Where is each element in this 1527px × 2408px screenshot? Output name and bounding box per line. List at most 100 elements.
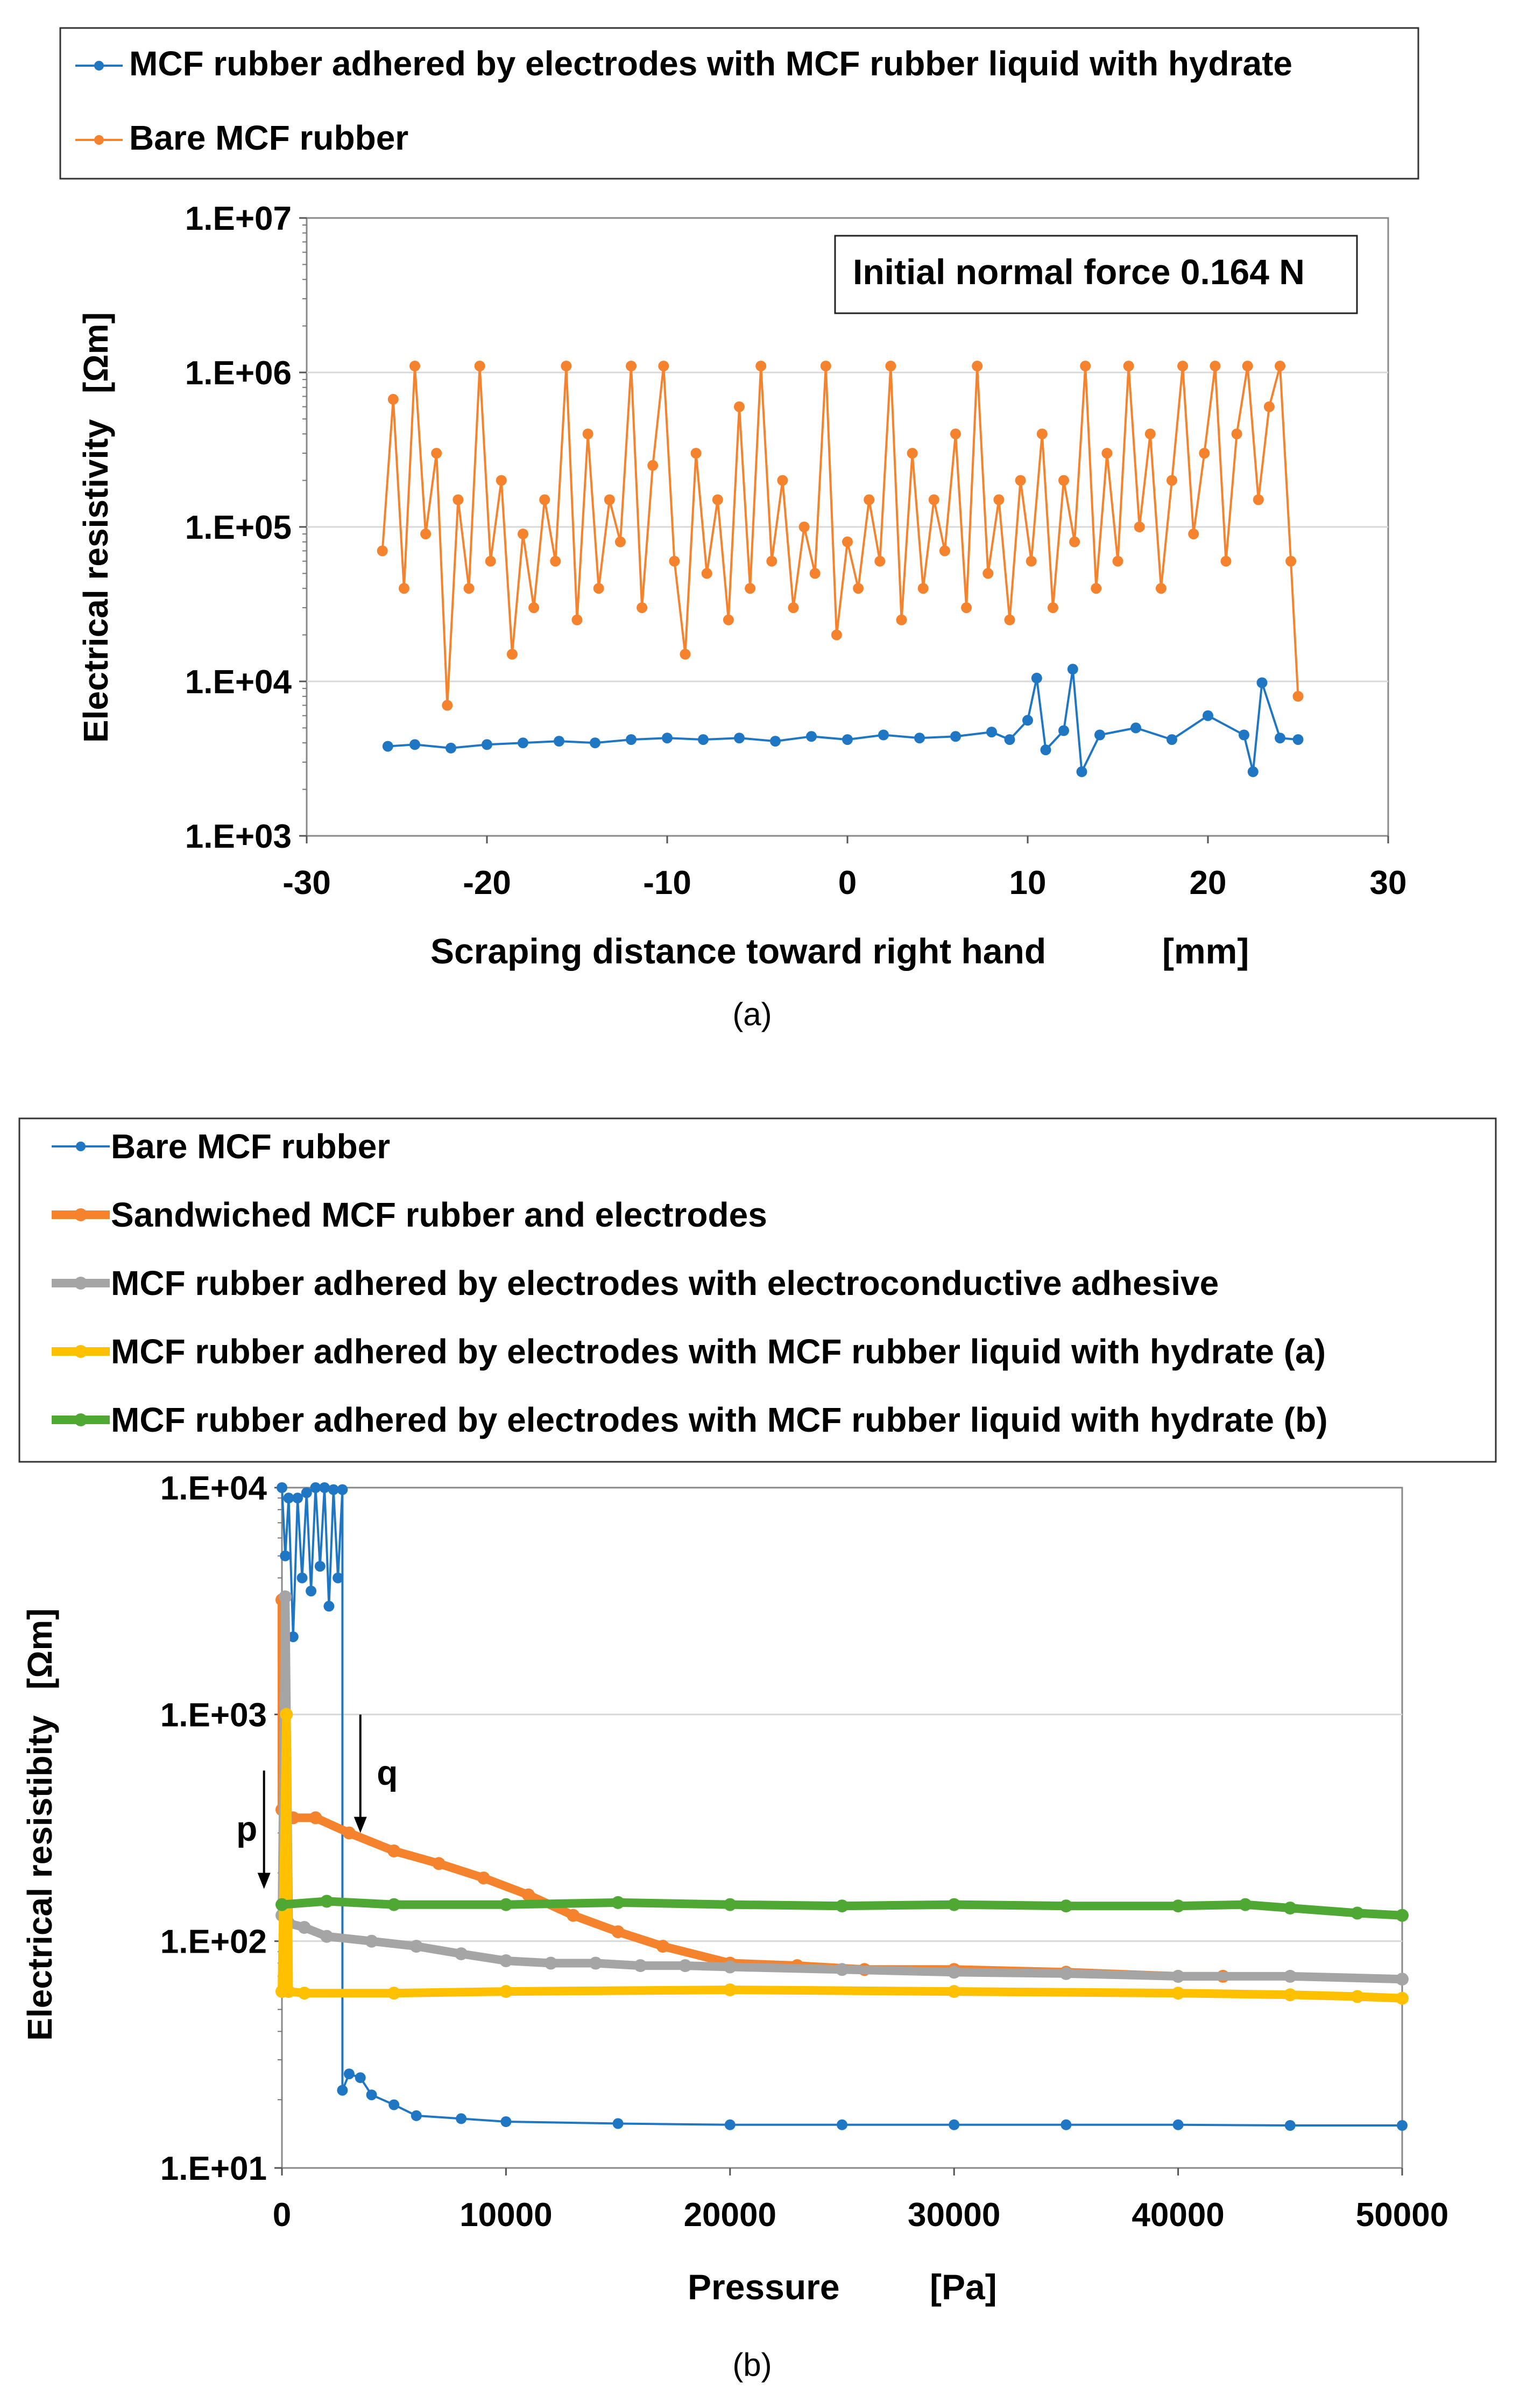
data-point [485,555,496,567]
data-point [1061,2119,1072,2130]
legend-b-marker [74,1345,87,1358]
plot-a-xticks: -30 -20 -10 0 10 20 30 [282,836,1406,902]
data-point [914,733,925,744]
legend-a-box [59,27,1419,180]
annotation-arrowhead [354,1816,367,1833]
data-point [1283,1988,1297,2002]
plot-a-gridlines [307,371,1388,682]
legend-b-label: Sandwiched MCF rubber and electrodes [111,1195,767,1234]
data-point [1067,664,1078,675]
x-tick-label: 40000 [1132,2196,1224,2234]
data-point [571,614,583,625]
legend-b-marker [74,1413,87,1426]
data-point [950,731,961,742]
data-point [387,1987,401,2000]
data-point [724,2119,736,2130]
legend-b-marker [74,1208,87,1221]
data-point [518,529,528,540]
data-point [544,1956,557,1970]
data-point [355,2072,366,2083]
series-2 [275,1590,1409,1986]
data-point [522,1888,535,1902]
data-point [993,494,1005,505]
data-point [1283,1969,1297,1983]
data-point [831,629,842,640]
data-point [1026,555,1037,567]
plot-b-yticks: 1.E+01 1.E+02 1.E+03 1.E+04 [160,1470,282,2187]
data-point [1220,555,1232,567]
y-axis-unit-a: [Ωm] [76,312,115,393]
data-point [809,568,821,579]
x-tick-label: 10000 [459,2196,552,2234]
data-point [948,1966,961,1979]
data-point [333,1572,344,1583]
data-point [662,733,673,744]
data-point [455,1947,468,1961]
data-point [296,1572,308,1583]
data-point [614,536,626,547]
y-axis-title-b: Electrical resistibity [Ωm] [20,1608,59,2040]
data-point [382,741,393,752]
data-point [1004,734,1015,745]
data-point [1015,475,1026,486]
x-tick-label: 30000 [908,2196,1000,2234]
data-point [589,1956,602,1970]
data-point [463,583,475,594]
data-point [309,1811,322,1825]
y-tick-label: 1.E+01 [160,2150,267,2187]
data-point [306,1586,317,1597]
data-point [387,1844,401,1857]
data-point [611,1896,625,1909]
data-point [637,602,648,614]
data-point [283,1492,294,1504]
data-point [1275,733,1285,744]
data-point [1040,744,1051,756]
data-point [1144,428,1156,440]
data-point [948,1898,961,1911]
x-tick-label: 20 [1190,864,1227,902]
panel-label-a: (a) [732,996,772,1032]
data-point [337,2085,348,2096]
y-axis-unit-b: [Ωm] [20,1608,59,1689]
data-point [337,1484,348,1495]
data-point [409,739,420,750]
data-point [301,1487,312,1498]
data-point [1076,766,1087,777]
data-point [1396,1991,1409,2005]
data-point [656,1940,669,1953]
data-point [328,1484,339,1495]
data-point [280,1708,293,1721]
data-point [820,361,831,372]
data-point [287,1631,299,1643]
data-point [298,1987,311,2000]
data-point [1080,361,1091,372]
data-point [836,1963,849,1976]
data-point [853,583,864,594]
annotation-label: q [377,1754,398,1792]
legend-b-marker [74,1277,87,1290]
data-point [442,700,453,711]
data-point [1256,677,1268,688]
data-point [669,555,680,567]
panel-a: MCF rubber adhered by electrodes with MC… [59,27,1419,1032]
data-point [314,1561,326,1572]
data-point [1059,1899,1073,1913]
data-point [788,602,799,614]
data-point [658,361,669,372]
data-point [590,737,600,749]
data-point [477,1871,490,1885]
data-point [446,742,456,754]
data-point [500,2116,512,2127]
data-point [1069,536,1080,547]
data-point [499,1954,513,1967]
panel-label-b: (b) [732,2347,772,2383]
x-axis-label-a: Scraping distance toward right hand [430,931,1046,971]
y-axis-label-b: Electrical resistibity [20,1715,59,2041]
data-point [482,739,492,750]
data-point [420,529,432,540]
annotation-text: Initial normal force 0.164 N [853,252,1305,292]
series-1 [377,361,1304,711]
data-point [342,1826,356,1840]
data-point [320,1930,334,1943]
data-point [411,2110,422,2121]
